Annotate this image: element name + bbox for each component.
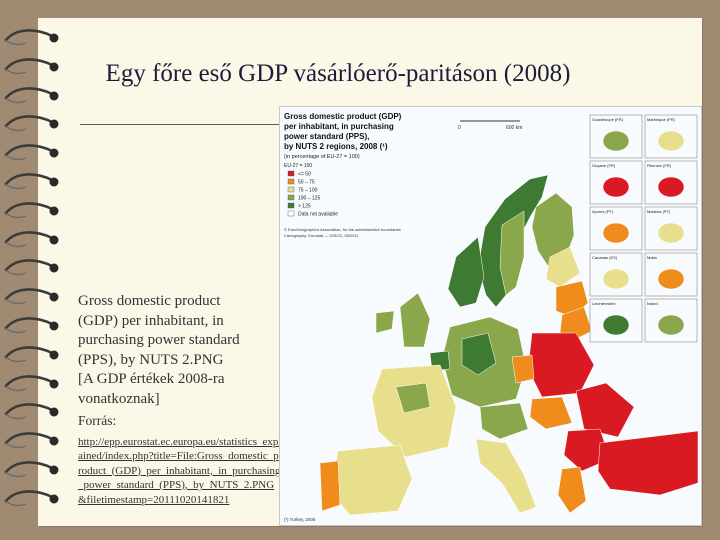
map-inset: Liechtenstein — [589, 298, 643, 343]
cartography-note: Cartography: Eurostat — GISCO, 05/2011 — [284, 233, 359, 238]
inset-label: Guadeloupe (FR) — [592, 117, 624, 122]
map-title-line: by NUTS 2 regions, 2008 (¹) — [284, 142, 388, 151]
binding-ring — [2, 402, 60, 422]
caption-line: Gross domestic product — [78, 293, 221, 309]
binding-ring — [2, 431, 60, 451]
legend-label: 50 – 75 — [298, 180, 315, 186]
caption-line: purchasing power standard — [78, 332, 240, 348]
binding-ring — [2, 230, 60, 250]
legend-label: > 125 — [298, 204, 311, 210]
svg-text:600 km: 600 km — [506, 125, 522, 131]
binding-ring — [2, 114, 60, 134]
map-inset: Martinique (FR) — [644, 114, 698, 159]
binding-ring — [2, 287, 60, 307]
legend-swatch — [287, 186, 295, 193]
caption-line: (GDP) per inhabitant, in — [78, 312, 224, 329]
map-inset: Guadeloupe (FR) — [589, 114, 643, 159]
map-title-line: per inhabitant, in purchasing — [284, 122, 394, 131]
legend-label: 75 – 100 — [298, 188, 318, 194]
map-footnote: (¹) Turkey, 2006 — [284, 517, 316, 522]
caption-line: vonatkoznak] — [78, 390, 160, 407]
map-insets: Guadeloupe (FR) Martinique (FR) Guyane (FR… — [589, 114, 698, 343]
scale-bar: 0 600 km — [458, 120, 522, 131]
inset-label: Guyane (FR) — [592, 163, 616, 168]
caption-line: [A GDP értékek 2008-ra — [78, 371, 225, 387]
inset-label: Açores (PT) — [592, 209, 614, 214]
map-title-line: power standard (PPS), — [284, 132, 369, 141]
map-inset: Canarias (ES) — [589, 252, 643, 297]
binding-ring — [2, 86, 60, 106]
map-inset: Malta — [644, 252, 698, 297]
map-inset: Guyane (FR) — [589, 160, 643, 205]
legend-swatch — [287, 194, 295, 201]
legend-label: Data not available — [298, 212, 338, 218]
scandinavia-regions — [447, 174, 581, 308]
caption-line: (PPS), by NUTS 2.PNG — [78, 351, 224, 368]
legend-swatch — [287, 202, 295, 209]
map-title-line: Gross domestic product (GDP) — [284, 112, 402, 121]
binding-ring — [2, 258, 60, 278]
binding-ring — [2, 143, 60, 163]
binding-ring — [2, 316, 60, 336]
binding-ring — [2, 489, 60, 509]
binding-ring — [2, 172, 60, 192]
copyright-note: © EuroGeographics Association, for the a… — [284, 227, 401, 232]
map-legend: <= 50 50 – 75 75 – 100 100 – 125 > 125 Data n… — [287, 170, 338, 218]
binding-ring — [2, 374, 60, 394]
source-label: Forrás: — [78, 413, 117, 428]
europe-map: Gross domestic product (GDP) per inhabit… — [284, 112, 699, 522]
inset-label: Martinique (FR) — [647, 117, 675, 122]
map-inset: Madeira (PT) — [644, 206, 698, 251]
source-link[interactable]: http://epp.eurostat.ec.europa.eu/statist… — [78, 435, 282, 506]
slide-page: Egy főre eső GDP vásárlóerő-paritáson (2… — [38, 18, 702, 526]
map-inset: Ísland — [644, 298, 698, 343]
map-inset: Açores (PT) — [589, 206, 643, 251]
map-caption: Gross domestic product (GDP) per inhabit… — [78, 292, 282, 507]
map-inset: Réunion (FR) — [644, 160, 698, 205]
binding-ring — [2, 345, 60, 365]
legend-label: 100 – 125 — [298, 196, 320, 202]
inset-label: Malta — [647, 255, 658, 260]
eastern-regions — [527, 280, 699, 514]
svg-text:0: 0 — [458, 125, 461, 131]
binding-ring — [2, 201, 60, 221]
legend-label: <= 50 — [298, 172, 311, 178]
inset-label: Réunion (FR) — [647, 163, 672, 168]
binding-ring — [2, 460, 60, 480]
legend-swatch — [287, 210, 295, 217]
western-regions — [319, 292, 537, 516]
binding-ring — [2, 57, 60, 77]
title-divider — [80, 124, 320, 125]
inset-label: Canarias (ES) — [592, 255, 618, 260]
legend-swatch — [287, 170, 295, 177]
inset-label: Ísland — [647, 301, 658, 306]
legend-swatch — [287, 178, 295, 185]
legend-header: EU-27 = 100 — [284, 163, 312, 169]
inset-label: Madeira (PT) — [647, 209, 671, 214]
binding-ring — [2, 28, 60, 48]
inset-label: Liechtenstein — [592, 301, 616, 306]
slide-title: Egy főre eső GDP vásárlóerő-paritáson (2… — [105, 60, 571, 87]
gdp-map-image: Gross domestic product (GDP) per inhabit… — [279, 106, 702, 526]
map-subtitle: (in percentage of EU-27 = 100) — [284, 154, 360, 160]
